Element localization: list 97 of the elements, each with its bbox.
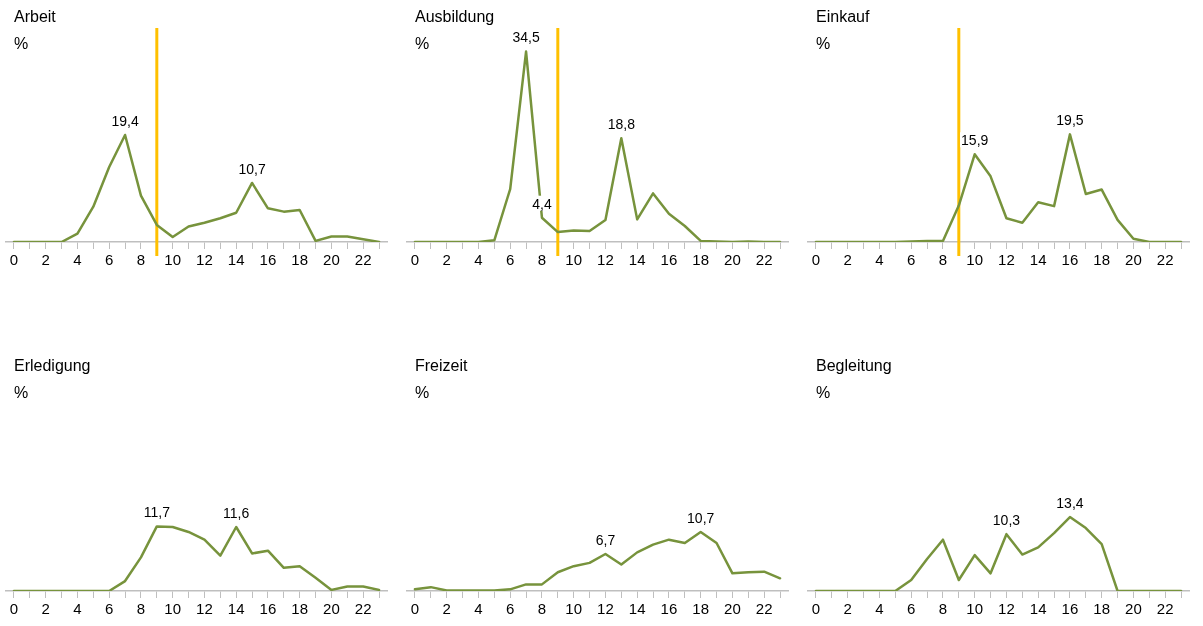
x-tick-label: 14 (628, 600, 646, 618)
x-tick-label: 18 (291, 600, 309, 618)
x-tick-label: 0 (9, 600, 19, 618)
x-tick-label: 10 (966, 600, 984, 618)
data-label: 11,7 (143, 504, 171, 521)
x-tick-label: 0 (410, 600, 420, 618)
data-label: 10,7 (238, 160, 266, 177)
x-tick-label: 8 (136, 251, 146, 269)
x-tick-label: 20 (1125, 251, 1142, 269)
x-tick-label: 2 (843, 251, 852, 269)
data-label: 4,4 (532, 195, 552, 212)
x-tick-label: 6 (105, 251, 114, 269)
x-tick-label: 4 (73, 600, 82, 618)
data-label: 10,7 (687, 509, 715, 526)
data-label: 34,5 (512, 29, 540, 46)
x-tick-label: 16 (1061, 251, 1079, 269)
data-label: 15,9 (961, 132, 989, 149)
x-tick-label: 10 (164, 251, 182, 269)
x-tick-label: 8 (537, 600, 547, 618)
x-tick-label: 0 (811, 600, 821, 618)
x-tick-label: 16 (259, 251, 277, 269)
x-tick-label: 20 (724, 600, 741, 618)
x-tick-label: 12 (196, 251, 213, 269)
x-tick-label: 14 (227, 251, 245, 269)
chart-title: Freizeit (415, 357, 469, 375)
x-tick-label: 2 (442, 600, 451, 618)
x-tick-label: 22 (354, 600, 372, 618)
data-label: 13,4 (1056, 494, 1084, 511)
x-tick-label: 2 (41, 600, 50, 618)
x-tick-label: 6 (907, 600, 916, 618)
x-tick-label: 12 (196, 600, 213, 618)
data-label: 19,5 (1056, 112, 1084, 129)
x-tick-label: 12 (597, 600, 614, 618)
x-tick-label: 10 (966, 251, 984, 269)
x-tick-label: 10 (565, 251, 583, 269)
data-label: 18,8 (607, 116, 636, 133)
x-tick-label: 20 (323, 251, 340, 269)
y-axis-title: % (14, 384, 29, 402)
y-axis-title: % (415, 35, 430, 53)
chart-title: Arbeit (14, 8, 57, 26)
data-label: 10,3 (992, 512, 1021, 529)
x-tick-label: 16 (660, 600, 678, 618)
x-tick-label: 4 (875, 251, 884, 269)
chart-title: Erledigung (14, 357, 91, 375)
x-tick-label: 10 (565, 600, 583, 618)
x-tick-label: 4 (875, 600, 884, 618)
x-tick-label: 12 (597, 251, 614, 269)
x-tick-label: 12 (998, 251, 1015, 269)
x-tick-label: 20 (1125, 600, 1142, 618)
x-tick-label: 18 (1093, 251, 1111, 269)
x-tick-label: 16 (1061, 600, 1079, 618)
x-tick-label: 10 (164, 600, 182, 618)
y-axis-title: % (816, 384, 831, 402)
y-axis-title: % (14, 35, 29, 53)
x-tick-label: 0 (9, 251, 19, 269)
x-tick-label: 20 (323, 600, 340, 618)
x-tick-label: 8 (938, 600, 948, 618)
x-tick-label: 14 (1029, 600, 1047, 618)
x-tick-label: 4 (474, 251, 483, 269)
x-tick-label: 4 (474, 600, 483, 618)
x-tick-label: 6 (105, 600, 114, 618)
x-tick-label: 4 (73, 251, 82, 269)
x-tick-label: 2 (41, 251, 50, 269)
y-axis-title: % (415, 384, 430, 402)
x-tick-label: 18 (692, 600, 710, 618)
x-tick-label: 6 (506, 251, 515, 269)
x-tick-label: 12 (998, 600, 1015, 618)
x-tick-label: 2 (843, 600, 852, 618)
data-label: 6,7 (595, 531, 616, 548)
x-tick-label: 22 (755, 600, 773, 618)
y-axis-title: % (816, 35, 831, 53)
x-tick-label: 16 (259, 600, 277, 618)
data-label: 11,6 (223, 504, 250, 521)
x-tick-label: 22 (755, 251, 773, 269)
x-tick-label: 8 (136, 600, 146, 618)
x-tick-label: 22 (354, 251, 372, 269)
x-tick-label: 14 (628, 251, 646, 269)
x-tick-label: 18 (1093, 600, 1111, 618)
x-tick-label: 20 (724, 251, 741, 269)
x-tick-label: 14 (227, 600, 245, 618)
x-tick-label: 22 (1156, 600, 1174, 618)
x-tick-label: 8 (938, 251, 948, 269)
x-tick-label: 18 (692, 251, 710, 269)
chart-title: Begleitung (816, 357, 892, 375)
x-tick-label: 16 (660, 251, 678, 269)
chart-title: Ausbildung (415, 8, 495, 26)
data-label: 19,4 (111, 112, 139, 129)
x-tick-label: 0 (811, 251, 821, 269)
x-tick-label: 6 (506, 600, 515, 618)
x-tick-label: 18 (291, 251, 309, 269)
x-tick-label: 0 (410, 251, 420, 269)
x-tick-label: 14 (1029, 251, 1047, 269)
x-tick-label: 2 (442, 251, 451, 269)
x-tick-label: 22 (1156, 251, 1174, 269)
x-tick-label: 6 (907, 251, 916, 269)
chart-title: Einkauf (816, 8, 870, 26)
x-tick-label: 8 (537, 251, 547, 269)
